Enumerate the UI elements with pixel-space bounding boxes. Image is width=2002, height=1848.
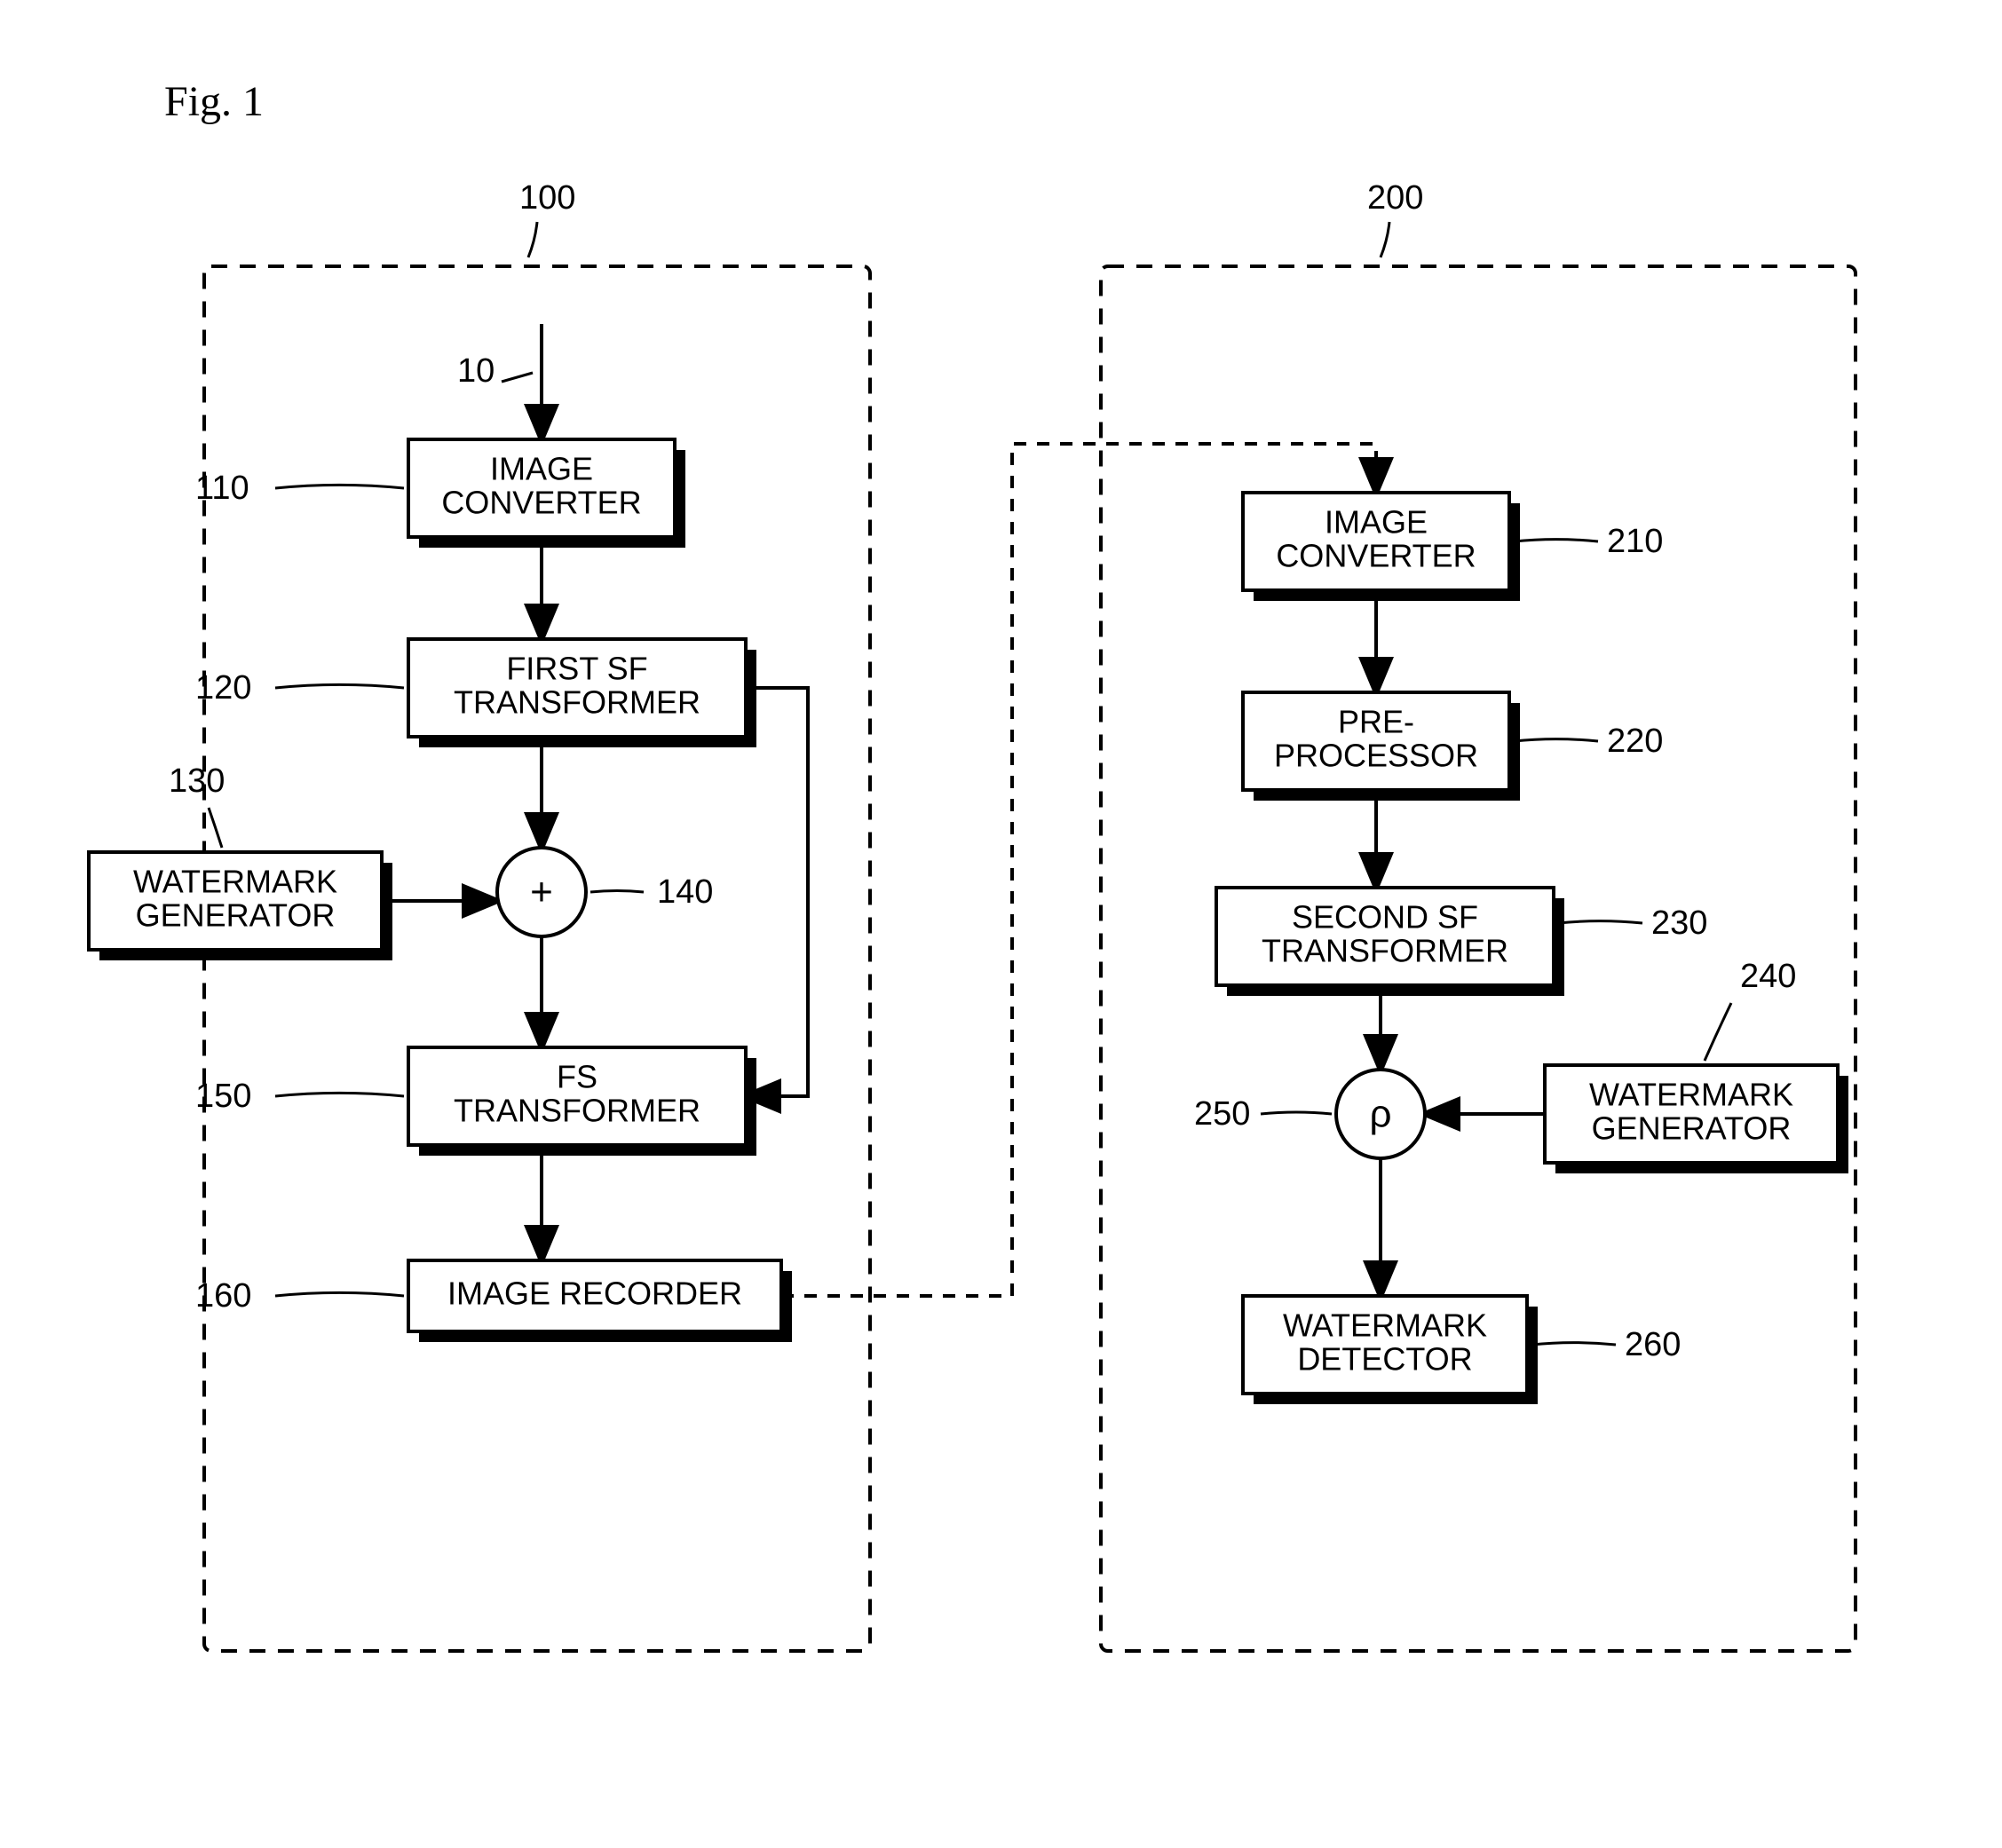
box-label: GENERATOR (136, 897, 336, 934)
box-label: DETECTOR (1297, 1341, 1472, 1378)
figure-label: Fig. 1 (164, 78, 264, 125)
box-label: IMAGE (1325, 504, 1428, 541)
box-label: TRANSFORMER (1262, 933, 1508, 969)
box-label: WATERMARK (133, 864, 337, 900)
circle-c250: ρ (1336, 1070, 1425, 1158)
box-b230: SECOND SFTRANSFORMER (1216, 888, 1564, 996)
ref-label-250: 250 (1194, 1095, 1250, 1133)
svg-text:ρ: ρ (1369, 1093, 1391, 1136)
box-label: IMAGE (490, 451, 593, 487)
box-label: CONVERTER (1276, 538, 1476, 574)
svg-text:+: + (530, 871, 553, 914)
box-label: WATERMARK (1283, 1307, 1487, 1344)
box-label: PROCESSOR (1274, 738, 1478, 774)
flowchart-diagram: Fig. 1 100200 IMAGECONVERTERFIRST SFTRAN… (0, 0, 2002, 1844)
box-label: CONVERTER (441, 485, 641, 521)
box-label: TRANSFORMER (454, 1093, 700, 1129)
ref-label-240: 240 (1740, 958, 1796, 995)
box-label: GENERATOR (1592, 1110, 1792, 1147)
input-signal-label: 10 (457, 352, 495, 390)
box-label: SECOND SF (1292, 899, 1478, 936)
box-b260: WATERMARKDETECTOR (1243, 1296, 1538, 1404)
box-b210: IMAGECONVERTER (1243, 493, 1520, 601)
ref-label-160: 160 (195, 1277, 251, 1315)
circle-c140: + (497, 848, 586, 936)
box-label: PRE- (1338, 704, 1414, 740)
svg-text:100: 100 (519, 179, 575, 217)
ref-label-120: 120 (195, 669, 251, 707)
box-label: FS (557, 1059, 597, 1095)
ref-label-260: 260 (1625, 1326, 1681, 1363)
box-b240: WATERMARKGENERATOR (1545, 1065, 1848, 1173)
ref-label-140: 140 (657, 873, 713, 911)
ref-label-130: 130 (169, 762, 225, 800)
box-b110: IMAGECONVERTER (408, 439, 685, 548)
arrow-a120-150-side (746, 688, 808, 1096)
ref-label-230: 230 (1651, 904, 1707, 942)
ref-label-210: 210 (1607, 523, 1663, 560)
box-label: WATERMARK (1589, 1077, 1793, 1113)
box-b150: FSTRANSFORMER (408, 1047, 756, 1156)
box-b160: IMAGE RECORDER (408, 1260, 792, 1342)
svg-text:200: 200 (1367, 179, 1423, 217)
box-b130: WATERMARKGENERATOR (89, 852, 392, 960)
box-label: TRANSFORMER (454, 684, 700, 721)
box-label: IMAGE RECORDER (447, 1275, 742, 1312)
box-b120: FIRST SFTRANSFORMER (408, 639, 756, 747)
box-label: FIRST SF (506, 651, 647, 687)
box-b220: PRE-PROCESSOR (1243, 692, 1520, 801)
ref-label-110: 110 (195, 470, 249, 507)
ref-label-220: 220 (1607, 723, 1663, 760)
ref-label-150: 150 (195, 1078, 251, 1115)
